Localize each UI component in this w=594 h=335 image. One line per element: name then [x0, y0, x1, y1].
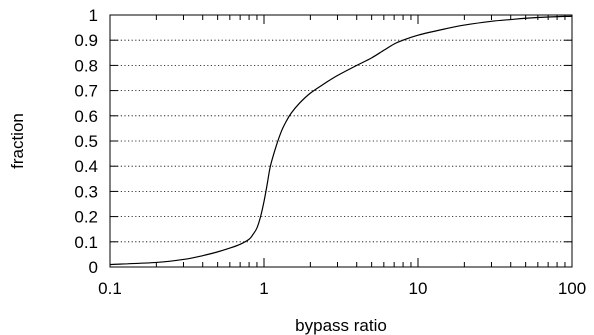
y-tick-label: 0.5 [74, 132, 98, 151]
x-tick-label: 0.1 [98, 279, 122, 298]
x-tick-label: 100 [558, 279, 586, 298]
y-tick-label: 0.3 [74, 182, 98, 201]
cdf-curve [109, 15, 573, 266]
y-tick-label: 0.2 [74, 208, 98, 227]
axis-tick-labels: 00.10.20.30.40.50.60.70.80.910.1 1 10 100 [74, 6, 586, 298]
y-tick-label: 0.7 [74, 82, 98, 101]
x-tick-label: 10 [409, 279, 428, 298]
series-curves [109, 15, 573, 266]
y-tick-label: 0 [89, 258, 98, 277]
y-tick-label: 0.8 [74, 56, 98, 75]
y-axis-title: fraction [8, 113, 27, 169]
x-tick-label: 1 [259, 279, 268, 298]
y-tick-label: 0.6 [74, 107, 98, 126]
axis-ticks [109, 14, 573, 268]
grid-lines [110, 39, 572, 243]
y-tick-label: 0.4 [74, 157, 98, 176]
y-tick-label: 0.9 [74, 31, 98, 50]
y-tick-label: 1 [89, 6, 98, 25]
y-tick-label: 0.1 [74, 233, 98, 252]
x-axis-title: bypass ratio [295, 316, 387, 335]
